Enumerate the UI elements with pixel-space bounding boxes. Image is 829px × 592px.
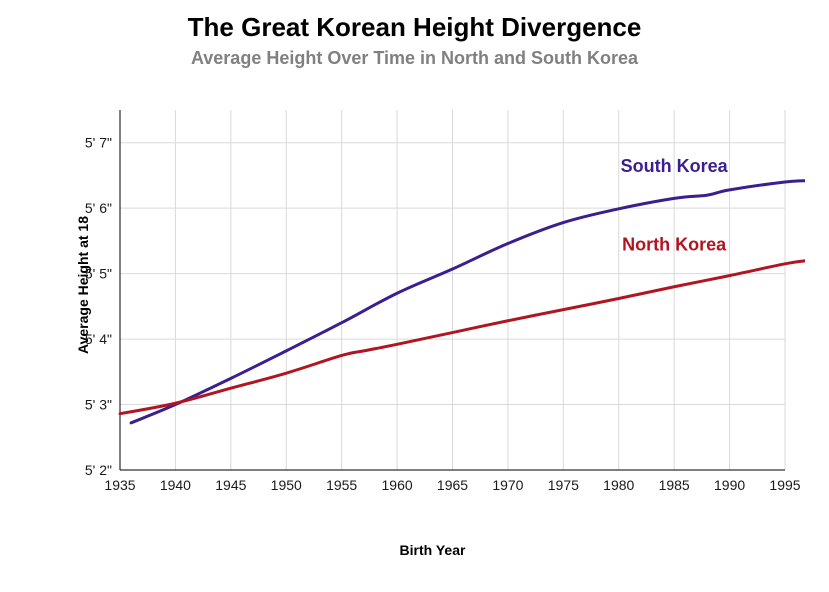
y-tick-label: 5' 3" — [85, 397, 112, 413]
chart-title: The Great Korean Height Divergence — [0, 12, 829, 43]
x-tick-label: 1980 — [603, 477, 634, 493]
y-tick-label: 5' 6" — [85, 200, 112, 216]
x-tick-label: 1950 — [271, 477, 302, 493]
x-tick-label: 1970 — [492, 477, 523, 493]
x-tick-label: 1990 — [714, 477, 745, 493]
y-tick-label: 5' 2" — [85, 462, 112, 478]
y-tick-label: 5' 4" — [85, 331, 112, 347]
x-tick-label: 1940 — [160, 477, 191, 493]
line-chart: 5' 2" 5' 3" 5' 4" 5' 5" 5' 6" 5' 7" 1935 1940 19… — [60, 100, 805, 520]
x-axis-label: Birth Year — [60, 542, 805, 558]
x-tick-label: 1960 — [382, 477, 413, 493]
series-line-north — [120, 261, 805, 414]
x-tick-label: 1955 — [326, 477, 357, 493]
x-tick-label: 1985 — [659, 477, 690, 493]
series-label-north: North Korea — [622, 235, 727, 255]
y-tick-label: 5' 7" — [85, 135, 112, 151]
chart-page: The Great Korean Height Divergence Avera… — [0, 0, 829, 592]
x-tick-label: 1945 — [215, 477, 246, 493]
x-tick-label: 1995 — [769, 477, 800, 493]
chart-subtitle: Average Height Over Time in North and So… — [0, 48, 829, 69]
x-tick-label: 1935 — [104, 477, 135, 493]
chart-area: 5' 2" 5' 3" 5' 4" 5' 5" 5' 6" 5' 7" 1935 1940 19… — [60, 100, 805, 520]
x-tick-label: 1975 — [548, 477, 579, 493]
x-tick-label: 1965 — [437, 477, 468, 493]
series-label-south: South Korea — [621, 156, 729, 176]
y-tick-label: 5' 5" — [85, 266, 112, 282]
